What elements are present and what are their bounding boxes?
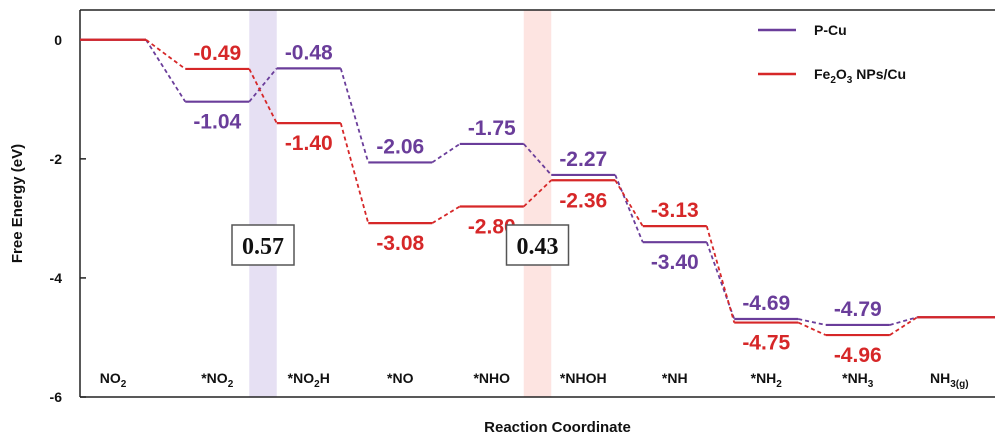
category-label-1: *NO2 bbox=[201, 370, 233, 390]
barrier-label-0: 0.57 bbox=[242, 234, 284, 260]
value-label-s1-2: -1.40 bbox=[285, 132, 333, 155]
series-1-connector-0 bbox=[145, 39, 186, 70]
value-label-s1-4: -2.80 bbox=[468, 215, 516, 238]
y-tick-label-3: -6 bbox=[50, 389, 63, 405]
series-1-connector-4 bbox=[523, 179, 552, 208]
value-label-s1-1: -0.49 bbox=[193, 42, 241, 65]
category-label-9: NH3(g) bbox=[930, 370, 969, 390]
value-label-s1-6: -3.13 bbox=[651, 199, 699, 222]
category-label-3: *NO bbox=[387, 370, 414, 386]
value-label-s0-5: -2.27 bbox=[559, 148, 607, 171]
series-group bbox=[80, 38, 995, 337]
y-tick-label-2: -4 bbox=[50, 270, 63, 286]
category-label-0: NO2 bbox=[100, 370, 127, 390]
series-1-connector-1 bbox=[248, 68, 278, 124]
series-0-connector-0 bbox=[145, 39, 187, 103]
category-label-5: *NHOH bbox=[560, 370, 607, 386]
value-label-s0-7: -4.69 bbox=[742, 292, 790, 315]
series-1-connector-7 bbox=[797, 321, 827, 336]
value-label-s0-6: -3.40 bbox=[651, 251, 699, 274]
y-tick-label-1: -2 bbox=[50, 151, 63, 167]
barrier-box-0 bbox=[231, 224, 295, 266]
value-label-s1-3: -3.08 bbox=[376, 232, 424, 255]
category-label-7: *NH2 bbox=[751, 370, 783, 390]
legend-label-0: P-Cu bbox=[814, 22, 847, 38]
category-label-2: *NO2H bbox=[288, 370, 330, 390]
value-labels: -1.04 -0.49 -0.48 -1.40 -2.06 -3.08 -1.75 -2.80… bbox=[193, 41, 881, 367]
series-0-connector-3 bbox=[431, 143, 461, 164]
series-1-connector-8 bbox=[889, 316, 918, 336]
category-label-8: *NH3 bbox=[842, 370, 874, 390]
axes: 0 -2 -4 -6 Free Energy (eV) Reaction Coordina… bbox=[9, 9, 995, 436]
legend: P-Cu Fe2O3 NPs/Cu bbox=[758, 22, 906, 86]
barrier-label-1: 0.43 bbox=[517, 234, 559, 260]
value-label-s0-4: -1.75 bbox=[468, 117, 516, 140]
y-axis-title: Free Energy (eV) bbox=[9, 144, 26, 263]
series-1-connector-5 bbox=[614, 179, 644, 227]
category-label-6: *NH bbox=[662, 370, 688, 386]
barrier-box-1 bbox=[505, 224, 570, 266]
series-0-connector-2 bbox=[339, 68, 370, 163]
series-0-connector-8 bbox=[889, 316, 918, 326]
series-0-connector-5 bbox=[614, 174, 644, 243]
series-0-connector-7 bbox=[798, 318, 826, 326]
y-tick-label-0: 0 bbox=[54, 32, 62, 48]
value-label-s0-8: -4.79 bbox=[834, 298, 882, 321]
series-1-connector-6 bbox=[705, 225, 736, 323]
value-label-s1-7: -4.75 bbox=[742, 332, 790, 355]
value-label-s1-5: -2.36 bbox=[559, 189, 607, 212]
value-label-s0-1: -1.04 bbox=[193, 111, 241, 134]
series-1-connector-3 bbox=[431, 205, 461, 224]
barrier-boxes: 0.57 0.43 bbox=[231, 224, 570, 266]
highlight-band-0 bbox=[249, 10, 277, 397]
value-label-s1-8: -4.96 bbox=[834, 344, 882, 367]
legend-label-1: Fe2O3 NPs/Cu bbox=[814, 66, 906, 86]
series-0-connector-1 bbox=[248, 67, 278, 103]
value-label-s0-2: -0.48 bbox=[285, 41, 333, 64]
value-label-s0-3: -2.06 bbox=[376, 135, 424, 158]
series-1 bbox=[80, 38, 995, 337]
series-1-connector-2 bbox=[339, 122, 370, 224]
category-label-4: *NHO bbox=[473, 370, 510, 386]
x-axis-title: Reaction Coordinate bbox=[484, 419, 631, 436]
highlight-band-1 bbox=[523, 10, 552, 397]
